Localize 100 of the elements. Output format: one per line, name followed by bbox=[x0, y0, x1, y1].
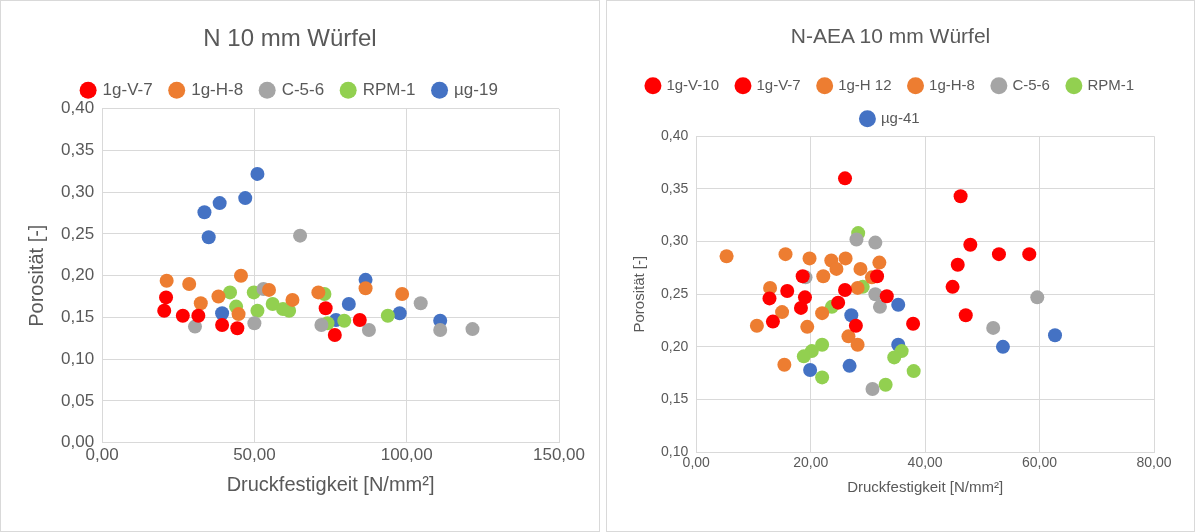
y-tick-label: 0,30 bbox=[60, 181, 95, 201]
point bbox=[838, 282, 853, 297]
point bbox=[233, 268, 248, 283]
point bbox=[358, 281, 373, 296]
point bbox=[906, 316, 921, 331]
point bbox=[831, 295, 846, 310]
point bbox=[191, 308, 206, 323]
x-tick-label: 60,00 bbox=[1022, 454, 1058, 471]
point bbox=[887, 350, 902, 365]
point bbox=[850, 337, 865, 352]
point bbox=[361, 322, 376, 337]
y-tick-label: 0,40 bbox=[661, 127, 689, 144]
point bbox=[212, 196, 227, 211]
point bbox=[950, 257, 965, 272]
point bbox=[282, 303, 297, 318]
legend-label: 1g-V-7 bbox=[102, 79, 153, 99]
point bbox=[803, 363, 818, 378]
point bbox=[215, 306, 230, 321]
point bbox=[223, 285, 238, 300]
legend-label: RPM-1 bbox=[362, 79, 416, 99]
point bbox=[953, 189, 968, 204]
y-axis-title: Porosität [-] bbox=[24, 224, 47, 327]
y-tick-label: 0,30 bbox=[661, 232, 689, 249]
x-axis-title: Druckfestigkeit [N/mm²] bbox=[226, 472, 435, 495]
point bbox=[775, 305, 790, 320]
point bbox=[159, 290, 174, 305]
chart-title: N 10 mm Würfel bbox=[203, 24, 377, 52]
y-tick-label: 0,25 bbox=[661, 285, 689, 302]
point bbox=[879, 289, 894, 304]
point bbox=[995, 339, 1010, 354]
point bbox=[815, 370, 830, 385]
point bbox=[392, 306, 407, 321]
point bbox=[197, 205, 212, 220]
y-tick-label: 0,20 bbox=[60, 265, 95, 285]
legend-label: 1g-V-7 bbox=[756, 75, 801, 93]
legend-label: µg-19 bbox=[454, 79, 498, 99]
point bbox=[842, 358, 857, 373]
point bbox=[749, 318, 764, 333]
point bbox=[341, 297, 356, 312]
point bbox=[250, 166, 265, 181]
point bbox=[780, 284, 795, 299]
point bbox=[841, 329, 856, 344]
point bbox=[175, 308, 190, 323]
point bbox=[433, 322, 448, 337]
point bbox=[215, 317, 230, 332]
point bbox=[872, 299, 887, 314]
x-tick-label: 20,00 bbox=[793, 454, 829, 471]
point bbox=[796, 349, 811, 364]
legend-label: C-5-6 bbox=[281, 79, 325, 99]
point bbox=[816, 269, 831, 284]
legend-label: RPM-1 bbox=[1087, 75, 1135, 93]
y-tick-label: 0,40 bbox=[60, 98, 95, 118]
point bbox=[906, 364, 921, 379]
point bbox=[293, 228, 308, 243]
point bbox=[991, 247, 1006, 262]
x-tick-label: 100,00 bbox=[380, 445, 433, 465]
x-axis-title: Druckfestigkeit [N/mm²] bbox=[847, 478, 1004, 496]
point bbox=[850, 280, 865, 295]
point bbox=[230, 321, 245, 336]
point bbox=[872, 255, 887, 270]
point bbox=[380, 308, 395, 323]
point bbox=[849, 232, 864, 247]
point bbox=[958, 308, 973, 323]
point bbox=[945, 279, 960, 294]
point bbox=[848, 318, 863, 333]
y-axis-title: Porosität [-] bbox=[630, 255, 648, 333]
point bbox=[211, 289, 226, 304]
y-tick-label: 0,15 bbox=[661, 390, 689, 407]
point bbox=[413, 296, 428, 311]
point bbox=[238, 191, 253, 206]
point bbox=[868, 287, 883, 302]
point bbox=[285, 292, 300, 307]
point bbox=[778, 247, 793, 262]
point bbox=[193, 296, 208, 311]
point bbox=[318, 301, 333, 316]
point bbox=[963, 237, 978, 252]
point bbox=[262, 282, 277, 297]
point bbox=[231, 307, 246, 322]
chart-title: N-AEA 10 mm Würfel bbox=[790, 24, 991, 48]
point bbox=[157, 303, 172, 318]
point bbox=[247, 316, 262, 331]
y-tick-label: 0,10 bbox=[60, 348, 95, 368]
point bbox=[182, 277, 197, 292]
y-tick-label: 0,35 bbox=[661, 179, 689, 196]
point bbox=[797, 290, 812, 305]
point bbox=[314, 317, 329, 332]
x-tick-label: 50,00 bbox=[233, 445, 276, 465]
point bbox=[159, 273, 174, 288]
point bbox=[870, 269, 885, 284]
point bbox=[986, 320, 1001, 335]
point bbox=[719, 249, 734, 264]
point bbox=[865, 382, 880, 396]
y-tick-label: 0,05 bbox=[60, 390, 95, 410]
point bbox=[891, 297, 906, 312]
x-tick-label: 80,00 bbox=[1136, 454, 1172, 471]
point bbox=[802, 251, 817, 266]
legend-label: 1g-H-8 bbox=[929, 75, 975, 93]
point bbox=[853, 261, 868, 276]
point bbox=[765, 314, 780, 329]
point bbox=[777, 357, 792, 372]
